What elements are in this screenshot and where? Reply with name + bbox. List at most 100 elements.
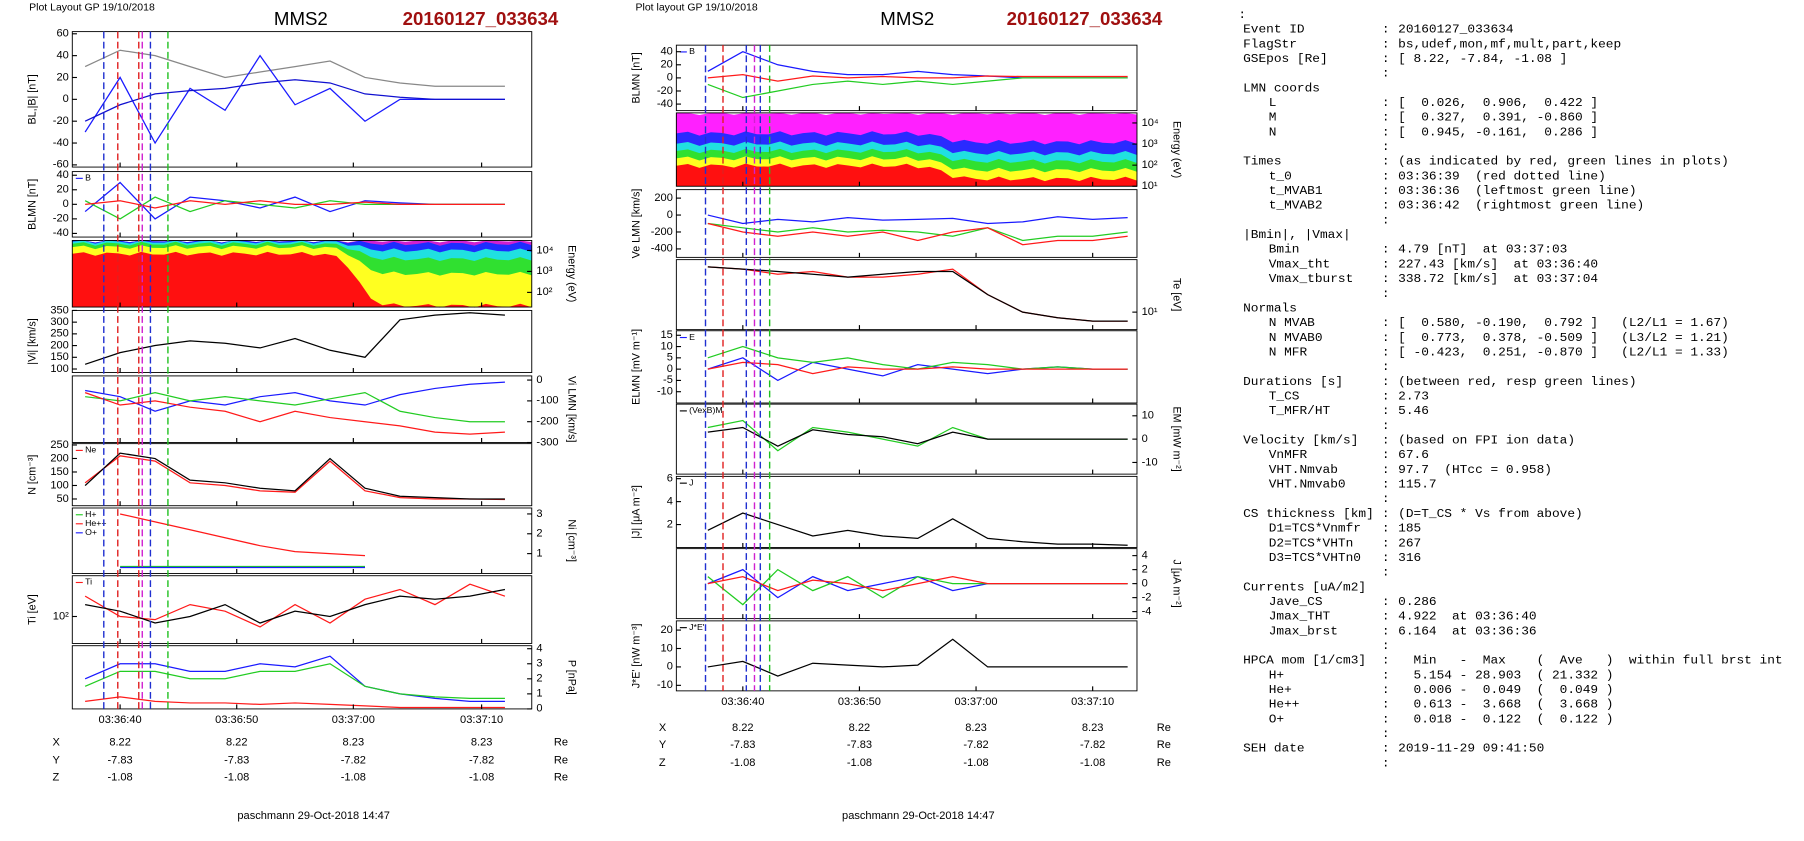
y-tick-label: 0	[1142, 578, 1148, 590]
panel-frame	[71, 239, 533, 308]
y-tick-label: 10²	[53, 610, 69, 622]
y-tick-label: 10³	[1142, 138, 1158, 150]
y-tick-label: -10	[657, 386, 673, 398]
info-key: M	[1269, 110, 1277, 125]
info-value: 115.7	[1398, 477, 1436, 492]
separator: :	[1382, 609, 1390, 624]
separator: :	[1382, 198, 1390, 213]
separator: :	[1382, 125, 1390, 140]
separator: :	[1382, 712, 1390, 727]
series-line	[84, 452, 505, 500]
info-value: 185	[1398, 521, 1421, 536]
y-tick-label: -5	[663, 374, 673, 386]
separator: :	[1382, 638, 1390, 653]
coord-value: -7.83	[847, 739, 872, 751]
info-value: 0.018 - 0.122 ( 0.122 )	[1398, 712, 1613, 727]
legend-label: (VexB)M	[689, 405, 722, 415]
y-axis-label: BLMN [nT]	[630, 52, 642, 103]
series-line	[84, 49, 505, 87]
y-tick-label: -20	[657, 85, 673, 97]
info-key: N	[1269, 125, 1277, 140]
coord-value: -1.08	[107, 772, 132, 784]
coord-value: -1.08	[963, 757, 988, 769]
separator: :	[1382, 66, 1390, 81]
info-value: 4.79 [nT] at 03:37:03	[1398, 242, 1567, 257]
coord-label: X	[52, 737, 60, 749]
series-line	[707, 214, 1128, 225]
separator: :	[1382, 418, 1390, 433]
y-tick-label: 10⁴	[1142, 117, 1159, 129]
y-axis-label: Vi LMN [km/s]	[565, 376, 577, 442]
coord-value: -7.83	[224, 755, 249, 767]
x-tick-label: 03:37:10	[460, 714, 503, 726]
legend-label: B	[689, 46, 695, 56]
y-tick-label: 350	[50, 304, 68, 316]
panel-frame	[675, 259, 1138, 331]
info-key: Jmax_brst	[1269, 623, 1338, 638]
y-tick-label: -10	[1142, 456, 1158, 468]
y-tick-label: -100	[536, 395, 558, 407]
separator: :	[1382, 535, 1390, 550]
y-tick-label: -40	[657, 98, 673, 110]
info-section-title: CS thickness [km]	[1243, 506, 1374, 521]
info-key: He+	[1269, 682, 1292, 697]
panel-frame	[71, 507, 533, 574]
legend-label: J	[689, 478, 693, 488]
y-tick-label: 40	[661, 46, 673, 58]
series-line	[707, 73, 1128, 82]
info-section-title: Durations [s]	[1243, 374, 1343, 389]
y-tick-label: 20	[56, 71, 68, 83]
info-value: 227.43 [km/s] at 03:36:40	[1398, 257, 1598, 272]
info-value: Min - Max ( Ave ) within full brst int	[1398, 653, 1782, 668]
spectrogram-band	[676, 163, 1137, 187]
coord-value: 8.23	[343, 737, 365, 749]
separator: :	[1382, 550, 1390, 565]
y-tick-label: 4	[536, 643, 542, 655]
y-tick-label: 0	[63, 93, 69, 105]
info-value: [ 0.026, 0.906, 0.422 ]	[1398, 95, 1598, 110]
separator: :	[1382, 110, 1390, 125]
info-key: D1=TCS*Vnmfr	[1269, 521, 1361, 536]
legend-label: J*E'	[689, 622, 705, 632]
info-key: VnMFR	[1269, 447, 1308, 462]
series-line	[707, 77, 1128, 99]
series-line	[85, 381, 505, 412]
series-line	[85, 588, 506, 624]
y-axis-label: Te [eV]	[1171, 278, 1183, 311]
x-tick-label: 03:36:50	[838, 696, 881, 708]
legend-label: He++	[85, 518, 106, 528]
y-tick-label: 10⁴	[536, 244, 553, 256]
series-line	[85, 696, 505, 709]
info-key: He++	[1269, 697, 1300, 712]
series-line	[84, 583, 506, 628]
y-tick-label: 0	[1142, 433, 1148, 445]
info-value: [ -0.423, 0.251, -0.870 ] (L2/L1 = 1.33)	[1398, 345, 1729, 360]
y-tick-label: 10³	[536, 265, 552, 277]
coord-label: Z	[659, 757, 666, 769]
coord-value: -7.83	[107, 755, 132, 767]
info-key: t_0	[1269, 169, 1292, 184]
y-axis-label: BLMN [nT]	[26, 179, 38, 230]
y-tick-label: 250	[50, 328, 68, 340]
info-value: 03:36:36 (leftmost green line)	[1398, 183, 1636, 198]
footer: paschmann 29-Oct-2018 14:47	[237, 810, 390, 822]
series-line	[84, 655, 505, 702]
y-axis-label: EM [mW m⁻²]	[1171, 407, 1183, 472]
event-id: 20160127_033634	[403, 8, 559, 29]
coord-value: -7.82	[469, 755, 494, 767]
info-value: 267	[1398, 535, 1421, 550]
series-line	[707, 575, 1128, 592]
info-value: 5.46	[1398, 403, 1429, 418]
y-tick-label: 100	[50, 479, 68, 491]
separator: :	[1382, 756, 1390, 771]
y-axis-label: BL,|B| [nT]	[26, 74, 38, 124]
info-section-title: Currents [uA/m2]	[1243, 579, 1366, 594]
y-tick-label: -200	[536, 416, 558, 428]
series-line	[85, 200, 505, 209]
coord-value: -1.08	[730, 757, 755, 769]
coord-unit: Re	[1157, 739, 1171, 751]
coord-label: Z	[52, 772, 59, 784]
y-tick-label: 10¹	[1142, 180, 1158, 192]
series-line	[707, 222, 1128, 242]
separator: :	[1382, 242, 1390, 257]
